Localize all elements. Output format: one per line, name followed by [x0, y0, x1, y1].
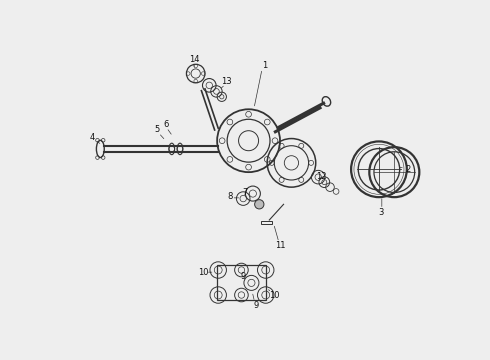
Text: 13: 13 — [221, 77, 232, 86]
Bar — [261, 221, 272, 225]
Text: 11: 11 — [275, 240, 285, 249]
Text: 4: 4 — [90, 132, 95, 141]
Text: 1: 1 — [262, 61, 267, 70]
Text: 10: 10 — [197, 268, 208, 277]
Text: 6: 6 — [163, 120, 169, 129]
Text: 10: 10 — [269, 291, 279, 300]
Text: 7: 7 — [243, 188, 247, 197]
Text: 8: 8 — [227, 192, 233, 201]
Text: 2: 2 — [405, 165, 410, 174]
Text: 9: 9 — [253, 301, 258, 310]
Text: 9: 9 — [241, 272, 246, 281]
Text: 14: 14 — [189, 55, 199, 64]
Text: 12: 12 — [317, 172, 327, 181]
Circle shape — [255, 200, 264, 209]
Bar — [218, 265, 266, 300]
Text: 3: 3 — [378, 208, 384, 217]
Text: 5: 5 — [155, 126, 160, 135]
